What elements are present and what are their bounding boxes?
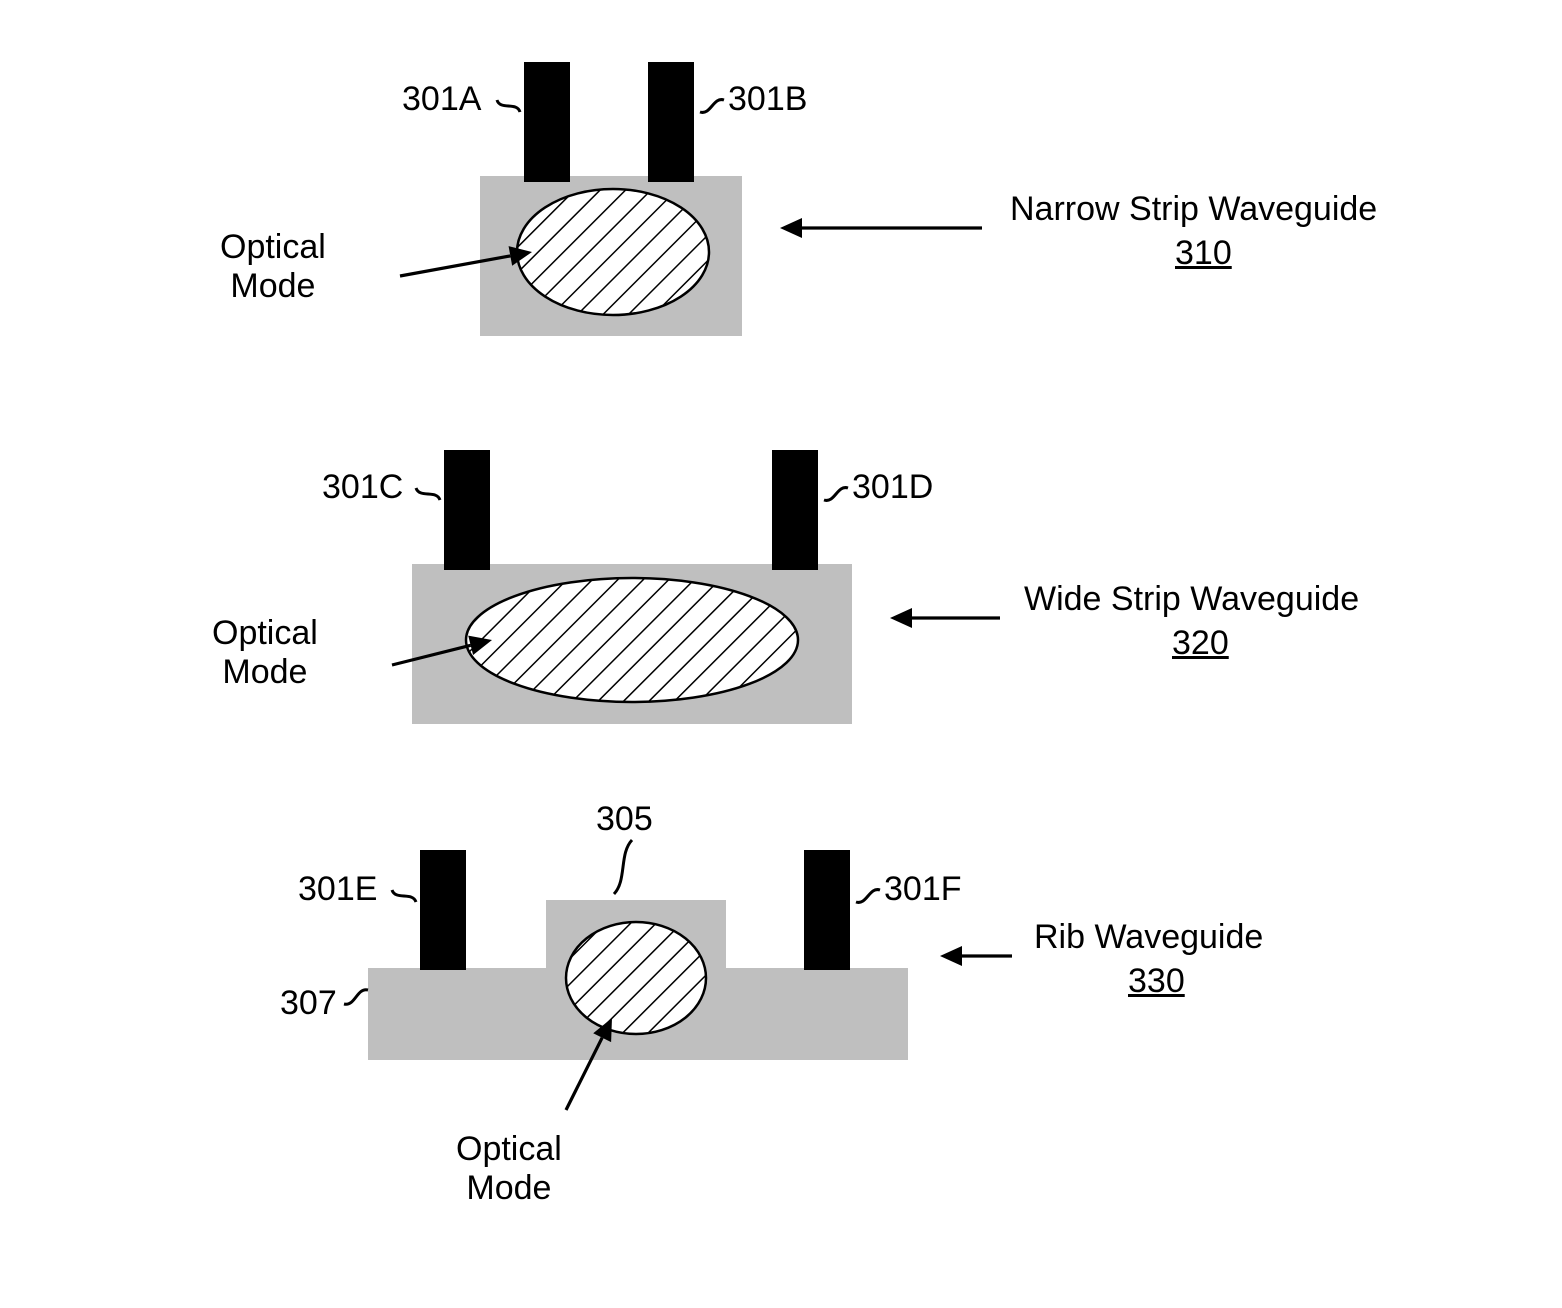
optical-mode-label-narrow: Optical Mode: [220, 228, 326, 306]
diagram-canvas: Optical Mode Narrow Strip Waveguide 310 …: [0, 0, 1562, 1308]
ref-rib: 330: [1128, 962, 1185, 1001]
tag-301F: 301F: [884, 870, 962, 909]
tag-305: 305: [596, 800, 653, 839]
optical-mode-label-rib: Optical Mode: [456, 1130, 562, 1208]
ref-narrow: 310: [1175, 234, 1232, 273]
title-narrow: Narrow Strip Waveguide: [1010, 190, 1377, 229]
title-wide: Wide Strip Waveguide: [1024, 580, 1359, 619]
tag-301A: 301A: [402, 80, 481, 119]
tag-307: 307: [280, 984, 337, 1023]
tag-301B: 301B: [728, 80, 807, 119]
optical-mode-label-wide: Optical Mode: [212, 614, 318, 692]
tag-301E: 301E: [298, 870, 377, 909]
ref-wide: 320: [1172, 624, 1229, 663]
tag-301C: 301C: [322, 468, 403, 507]
title-rib: Rib Waveguide: [1034, 918, 1263, 957]
tag-301D: 301D: [852, 468, 933, 507]
